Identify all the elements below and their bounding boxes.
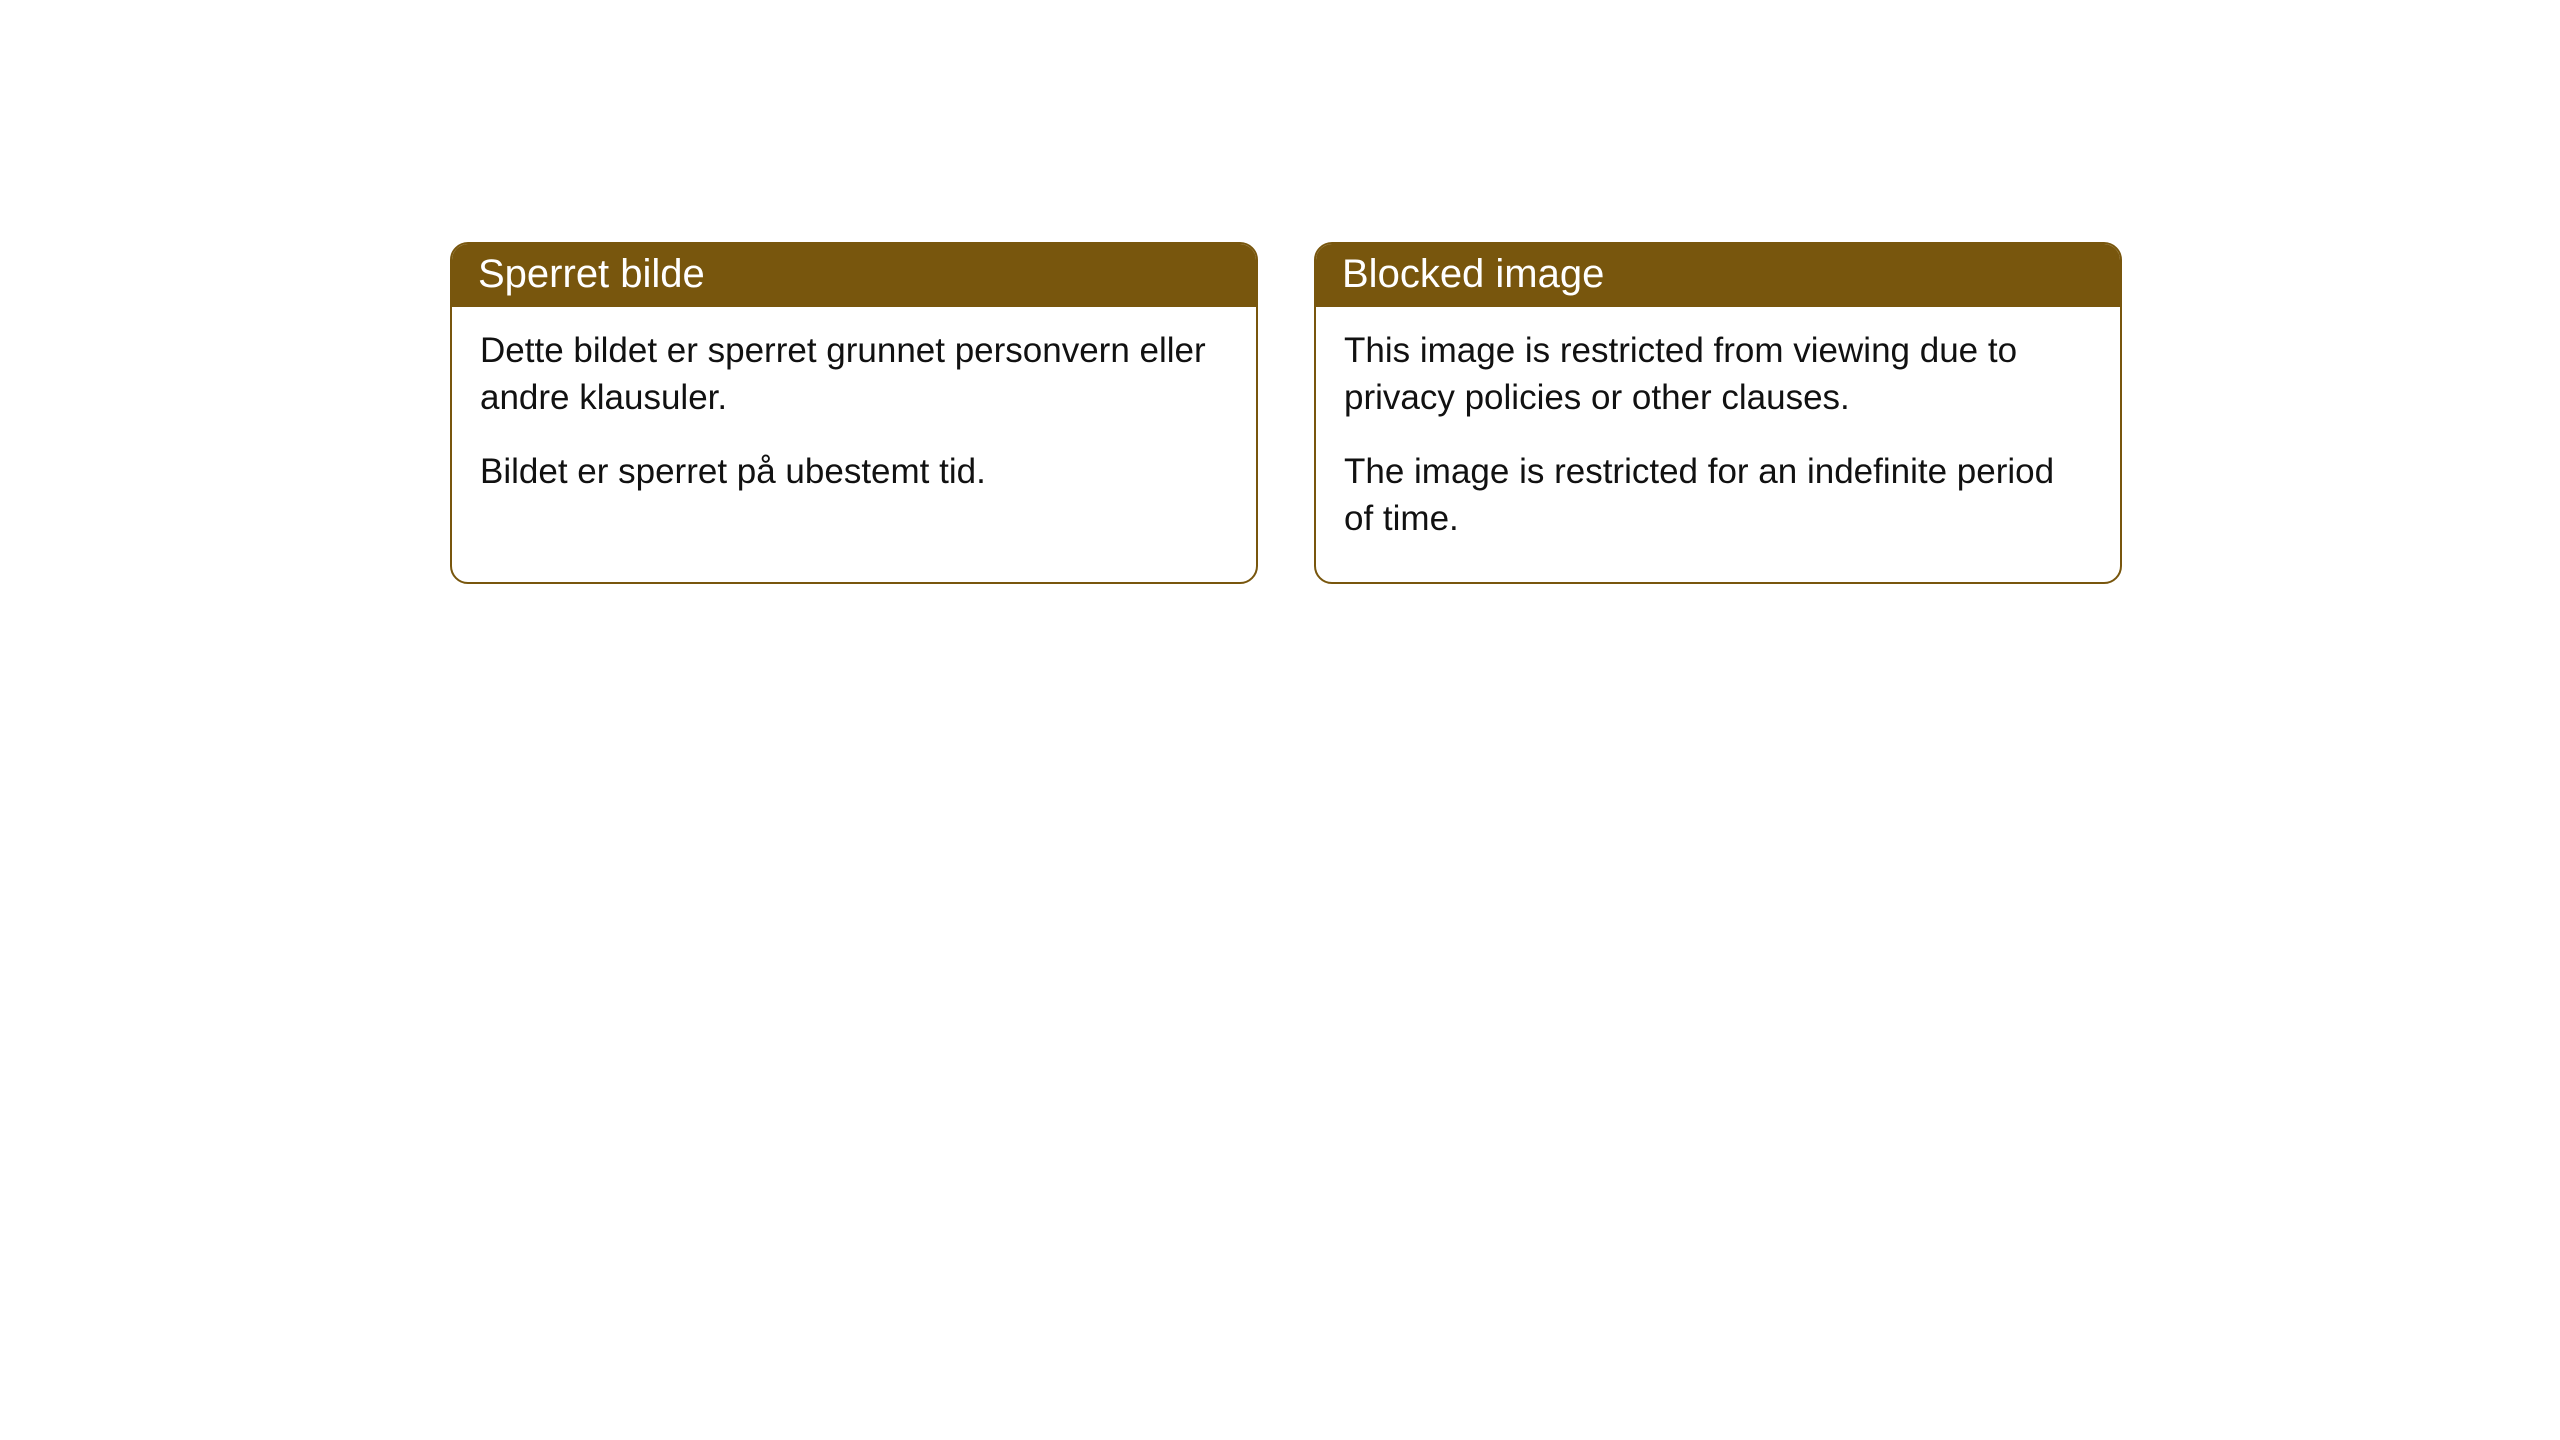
- card-title-english: Blocked image: [1342, 252, 1604, 296]
- card-paragraph-2-norwegian: Bildet er sperret på ubestemt tid.: [480, 448, 1228, 495]
- card-paragraph-1-norwegian: Dette bildet er sperret grunnet personve…: [480, 327, 1228, 422]
- card-paragraph-1-english: This image is restricted from viewing du…: [1344, 327, 2092, 422]
- card-body-english: This image is restricted from viewing du…: [1316, 307, 2120, 582]
- cards-container: Sperret bilde Dette bildet er sperret gr…: [450, 242, 2122, 584]
- card-english: Blocked image This image is restricted f…: [1314, 242, 2122, 584]
- card-header-english: Blocked image: [1316, 244, 2120, 307]
- card-title-norwegian: Sperret bilde: [478, 252, 705, 296]
- card-header-norwegian: Sperret bilde: [452, 244, 1256, 307]
- card-body-norwegian: Dette bildet er sperret grunnet personve…: [452, 307, 1256, 535]
- card-norwegian: Sperret bilde Dette bildet er sperret gr…: [450, 242, 1258, 584]
- card-paragraph-2-english: The image is restricted for an indefinit…: [1344, 448, 2092, 543]
